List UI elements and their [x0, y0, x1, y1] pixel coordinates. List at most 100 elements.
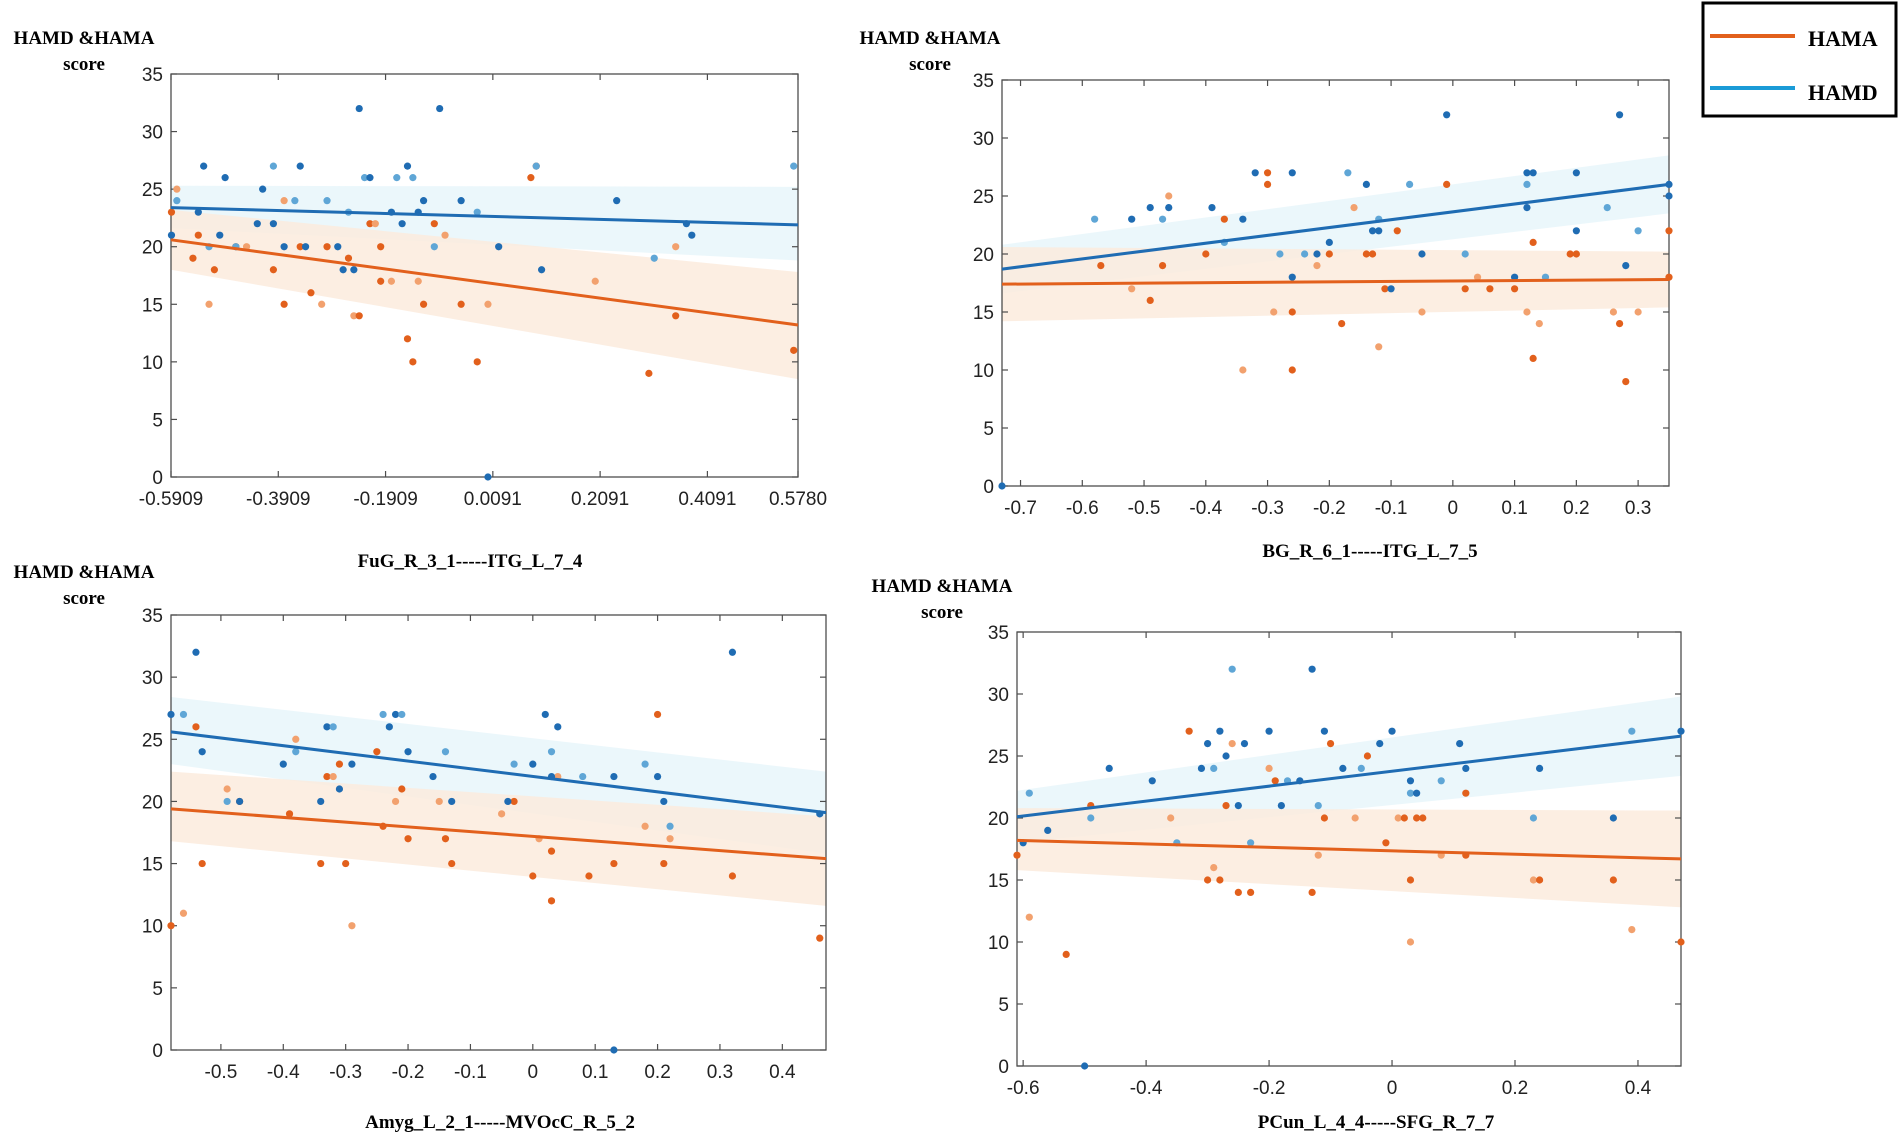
data-point-hamd [1344, 169, 1352, 177]
confidence-band-hama [1002, 247, 1669, 322]
data-point-hamd [790, 162, 798, 170]
y-tick-label: 15 [973, 303, 994, 324]
data-point-hamd [1572, 227, 1580, 235]
data-point-hama [377, 243, 385, 251]
data-point-hamd [728, 648, 737, 656]
x-tick-label: 0.0091 [464, 489, 522, 510]
data-point-hama [1609, 308, 1618, 316]
data-point-hamd [436, 104, 444, 113]
data-point-hama [210, 266, 218, 274]
data-point-hama [1375, 343, 1383, 351]
data-point-hamd [1529, 169, 1537, 177]
data-point-hama [1288, 308, 1296, 316]
data-point-hama [498, 810, 506, 818]
x-tick-label: -0.1 [1375, 498, 1408, 519]
data-point-hamd [329, 723, 337, 731]
x-tick-label: 0 [1387, 1078, 1398, 1099]
data-point-hamd [666, 822, 674, 830]
data-point-hamd [1461, 250, 1469, 258]
data-point-hama [672, 312, 680, 320]
data-point-hamd [1443, 111, 1451, 119]
data-point-hama [1572, 250, 1580, 258]
data-point-hamd [1665, 192, 1673, 200]
confidence-band-hama [171, 209, 798, 380]
y-tick-label: 15 [988, 871, 1009, 892]
data-point-hamd [1437, 777, 1445, 785]
data-point-hama [167, 208, 176, 216]
data-point-hama [205, 300, 213, 308]
legend: HAMA HAMD [1701, 1, 1898, 118]
data-point-hamd [419, 197, 428, 205]
data-point-hama [1462, 789, 1470, 797]
data-point-hama [1247, 888, 1255, 897]
data-point-hama [350, 312, 358, 320]
data-point-hamd [269, 220, 277, 228]
data-point-hamd [641, 760, 649, 768]
data-point-hama [653, 710, 662, 719]
x-tick-label: -0.4 [1130, 1078, 1163, 1099]
plot-area: 0 5 10 15 20 25 30 35 -0.5909 -0.3909 -0.1909 0.009… [139, 65, 827, 510]
data-point-hama [1165, 192, 1173, 200]
data-point-hama [484, 300, 492, 308]
fit-line-hama [1001, 278, 1670, 286]
y-tick-label: 30 [142, 123, 163, 144]
y-tick-label: 25 [973, 187, 994, 208]
data-point-hama [790, 346, 798, 354]
data-point-hama [1622, 378, 1630, 386]
data-point-hamd [1406, 180, 1414, 188]
data-point-hamd [610, 772, 618, 781]
data-point-hamd [1523, 204, 1531, 212]
data-point-hama [409, 358, 417, 366]
data-point-hama [1265, 764, 1273, 773]
data-point-hama [1400, 814, 1408, 822]
data-point-hamd [1234, 802, 1242, 810]
data-point-hama [342, 859, 350, 868]
data-point-hamd [223, 797, 231, 806]
data-point-hamd [1146, 204, 1154, 212]
data-point-hama [1535, 876, 1544, 884]
data-point-hamd [198, 748, 206, 756]
data-point-hamd [167, 710, 175, 719]
data-point-hama [1097, 262, 1105, 270]
data-point-hamd [1216, 727, 1224, 735]
data-point-hama [547, 847, 556, 855]
data-point-hamd [1081, 1062, 1089, 1070]
data-point-hamd [335, 785, 344, 793]
x-tick-label: -0.6 [1066, 498, 1099, 519]
data-point-hama [1062, 950, 1070, 959]
data-point-hamd [541, 710, 549, 719]
data-point-hama [1222, 802, 1230, 810]
data-point-hamd [1615, 111, 1624, 119]
data-point-hama [1461, 285, 1469, 293]
data-point-hama [1609, 876, 1617, 884]
data-point-hamd [291, 197, 299, 205]
data-point-hama [1234, 888, 1242, 897]
data-point-hamd [1288, 169, 1296, 177]
data-point-hamd [484, 473, 492, 481]
data-point-hamd [292, 748, 300, 756]
y-tick-label: 15 [142, 295, 163, 316]
x-tick-label: 0.2 [1502, 1078, 1528, 1099]
data-point-hama [641, 822, 649, 830]
data-point-hamd [366, 174, 374, 182]
y-axis-label-line2: score [63, 54, 105, 75]
fit-line-hama [170, 807, 827, 861]
data-point-hamd [529, 760, 537, 768]
y-tick-label: 5 [152, 410, 163, 431]
y-tick-label: 5 [998, 995, 1009, 1016]
data-point-hama [510, 797, 518, 806]
y-axis-label-line2: score [909, 54, 951, 75]
data-point-hama [1263, 180, 1272, 188]
data-point-hama [728, 872, 737, 880]
data-point-hama [1263, 169, 1272, 177]
data-point-hama [529, 872, 537, 880]
data-point-hamd [1247, 839, 1255, 847]
x-tick-label: 0.4 [1625, 1078, 1652, 1099]
x-tick-label: 0.2 [644, 1062, 670, 1083]
data-point-hamd [173, 197, 181, 205]
data-point-hama [1013, 851, 1021, 859]
data-point-hamd [1197, 764, 1206, 773]
data-point-hamd [1276, 250, 1284, 258]
data-point-hama [1351, 814, 1359, 822]
data-point-hamd [317, 797, 325, 806]
